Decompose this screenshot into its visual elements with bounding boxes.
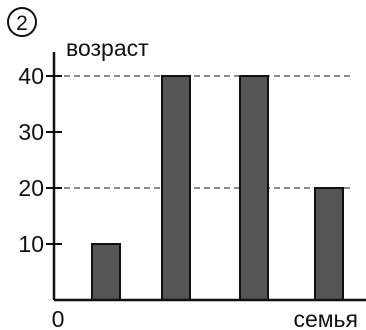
y-tick-label-10: 10 <box>18 231 44 257</box>
figure-number-circle <box>7 7 37 37</box>
y-ticks: 10 20 30 40 <box>18 63 62 257</box>
origin-label: 0 <box>52 306 65 330</box>
reference-lines <box>54 75 350 189</box>
y-tick-label-40: 40 <box>18 63 44 89</box>
bar-3 <box>239 75 269 301</box>
bar-1 <box>91 243 121 301</box>
figure-number-badge: 2 <box>7 7 37 37</box>
y-tick-label-20: 20 <box>18 175 44 201</box>
x-axis-title: семья <box>293 306 358 330</box>
figure-number: 2 <box>16 12 28 35</box>
bars <box>91 75 344 301</box>
y-tick-label-30: 30 <box>18 119 44 145</box>
bar-4 <box>314 187 344 301</box>
y-axis-title: возраст <box>66 35 149 61</box>
bar-2 <box>161 75 191 301</box>
